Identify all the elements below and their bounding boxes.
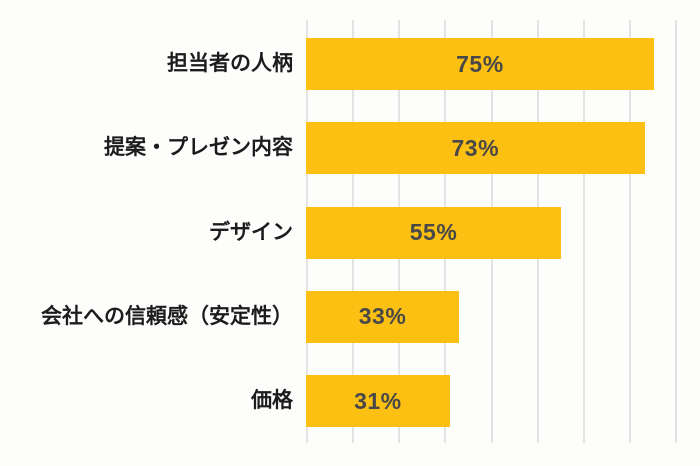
bar-value-label: 33%	[358, 303, 407, 330]
bar-value-label: 73%	[451, 134, 500, 161]
bar-value-label: 31%	[354, 387, 402, 414]
bar: 75%	[306, 38, 654, 90]
gridline	[628, 20, 631, 443]
bar-value-label: 55%	[409, 219, 458, 245]
plot-area: 75% 73% 55% 33% 31%	[306, 20, 677, 443]
category-label: 提案・プレゼン内容	[104, 136, 293, 160]
gridline	[582, 20, 585, 443]
bar: 31%	[306, 375, 450, 427]
category-label: 価格	[251, 389, 293, 412]
category-label: デザイン	[209, 220, 293, 244]
bar: 55%	[306, 206, 562, 259]
bar: 73%	[306, 122, 645, 175]
gridline	[675, 20, 677, 443]
category-label: 担当者の人柄	[167, 52, 293, 75]
category-label: 会社への信頼感（安定性）	[41, 304, 293, 328]
bar: 33%	[306, 290, 460, 343]
bar-value-label: 75%	[456, 50, 504, 77]
